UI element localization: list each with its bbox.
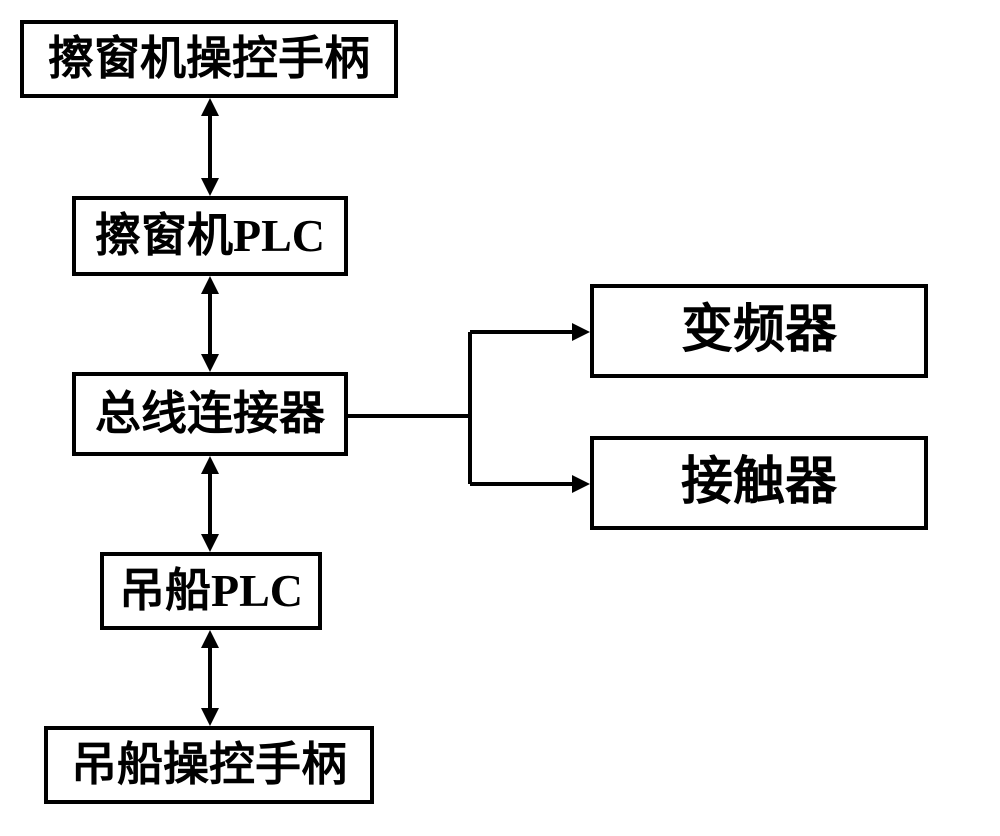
node-handle-bottom: 吊船操控手柄 xyxy=(44,726,374,804)
node-plc-top: 擦窗机PLC xyxy=(72,196,348,276)
node-plc-bottom-label: 吊船PLC xyxy=(119,568,303,614)
node-plc-top-label: 擦窗机PLC xyxy=(95,213,325,259)
node-contactor-label: 接触器 xyxy=(681,457,837,509)
diagram-canvas: 擦窗机操控手柄 擦窗机PLC 总线连接器 吊船PLC 吊船操控手柄 变频器 接触… xyxy=(0,0,1000,836)
node-inverter-label: 变频器 xyxy=(681,305,837,357)
node-bus-label: 总线连接器 xyxy=(95,391,325,437)
node-plc-bottom: 吊船PLC xyxy=(100,552,322,630)
node-inverter: 变频器 xyxy=(590,284,928,378)
node-contactor: 接触器 xyxy=(590,436,928,530)
node-handle-top: 擦窗机操控手柄 xyxy=(20,20,398,98)
node-handle-top-label: 擦窗机操控手柄 xyxy=(48,36,370,82)
node-bus: 总线连接器 xyxy=(72,372,348,456)
node-handle-bottom-label: 吊船操控手柄 xyxy=(71,742,347,788)
